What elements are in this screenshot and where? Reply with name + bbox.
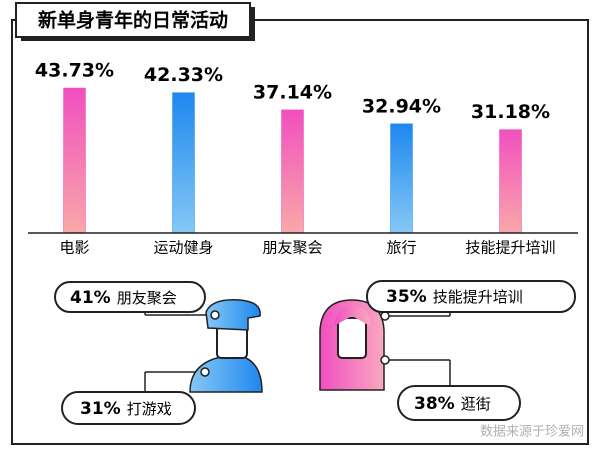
callout-label: 38% 逛街 — [414, 394, 491, 414]
value-label: 42.33% — [144, 64, 223, 86]
chart-title: 新单身青年的日常活动 — [38, 9, 228, 32]
callout-label: 35% 技能提升培训 — [386, 287, 523, 307]
category-label: 旅行 — [386, 239, 416, 257]
bar — [390, 123, 413, 234]
category-label: 朋友聚会 — [262, 239, 322, 257]
category-label: 电影 — [59, 239, 89, 257]
value-label: 37.14% — [253, 81, 332, 103]
female-figure — [319, 299, 390, 391]
value-label: 32.94% — [362, 95, 441, 117]
callout-label: 31% 打游戏 — [80, 399, 172, 419]
value-label: 31.18% — [471, 101, 550, 123]
callout-label: 41% 朋友聚会 — [70, 288, 177, 308]
category-label: 技能提升培训 — [465, 239, 555, 257]
source: 数据来源于珍爱网 — [480, 425, 584, 440]
male-figure — [189, 299, 263, 393]
value-label: 43.73% — [35, 59, 114, 81]
callout: 41% 朋友聚会 — [54, 281, 206, 313]
bar — [281, 109, 304, 234]
bar-chart: 43.73% 电影 42.33% 运动健身 37.14% 朋友聚会 32.94% 旅行 31.1… — [28, 59, 578, 257]
bar — [63, 87, 86, 234]
bar — [172, 92, 195, 234]
bar — [499, 129, 522, 234]
category-label: 运动健身 — [153, 239, 213, 257]
title-box — [15, 2, 251, 38]
frame — [11, 19, 589, 445]
callout: 35% 技能提升培训 — [366, 280, 576, 313]
callout: 38% 逛街 — [397, 385, 521, 421]
callout: 31% 打游戏 — [61, 391, 196, 425]
